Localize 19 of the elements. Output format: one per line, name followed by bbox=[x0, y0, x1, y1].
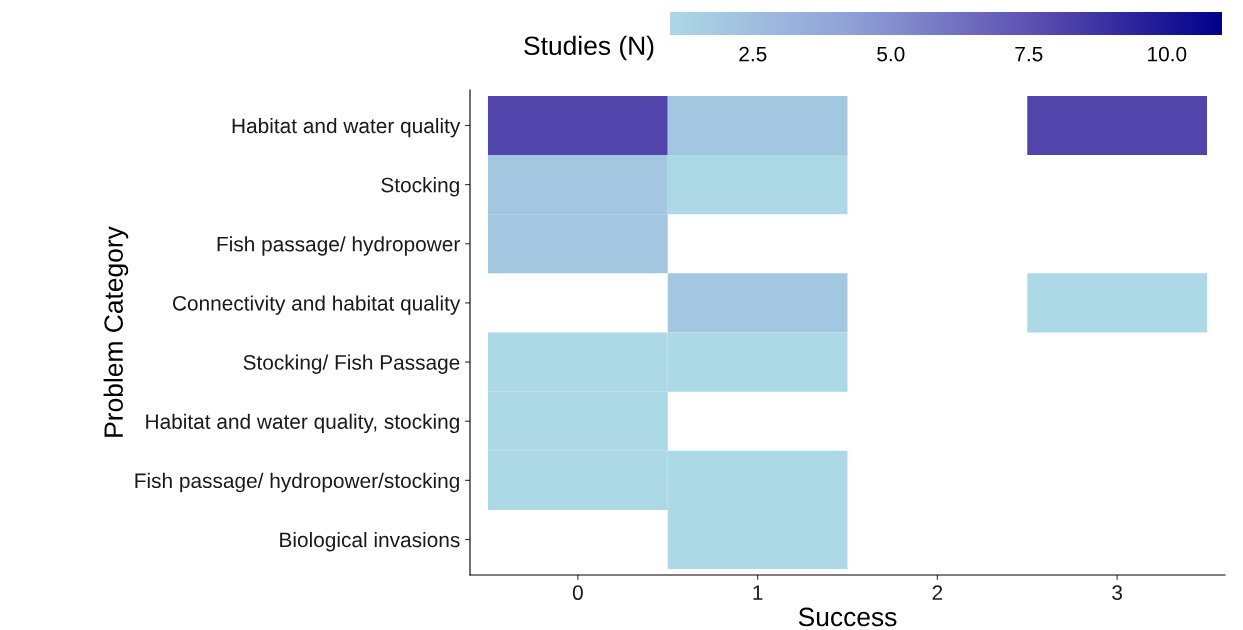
color-bar-label: 5.0 bbox=[877, 46, 905, 62]
y-tick-label: Fish passage/ hydropower bbox=[217, 236, 460, 256]
y-tick-label: Habitat and water quality, stocking bbox=[146, 413, 459, 434]
y-tick-label: Connectivity and habitat quality bbox=[172, 295, 461, 315]
y-tick-label: Fish passage/ hydropower/stocking bbox=[135, 472, 459, 493]
x-tick-label: 0 bbox=[572, 585, 583, 601]
color-bar-label: 2.5 bbox=[739, 46, 767, 62]
y-axis-title: Problem Category bbox=[103, 226, 129, 437]
x-tick-label: 3 bbox=[1112, 585, 1123, 601]
color-bar-title: Studies (N) bbox=[524, 35, 654, 61]
x-tick-label: 2 bbox=[932, 585, 943, 600]
y-tick-label: Stocking/ Fish Passage bbox=[243, 354, 460, 374]
x-axis-title: Success bbox=[798, 607, 897, 627]
y-tick-label: Biological invasions bbox=[280, 531, 460, 552]
x-tick-label: 1 bbox=[753, 585, 763, 600]
y-tick-label: Habitat and water quality bbox=[232, 117, 461, 138]
y-tick-label: Stocking bbox=[381, 177, 459, 197]
color-bar-label: 10.0 bbox=[1148, 46, 1187, 62]
color-bar-label: 7.5 bbox=[1015, 46, 1043, 62]
